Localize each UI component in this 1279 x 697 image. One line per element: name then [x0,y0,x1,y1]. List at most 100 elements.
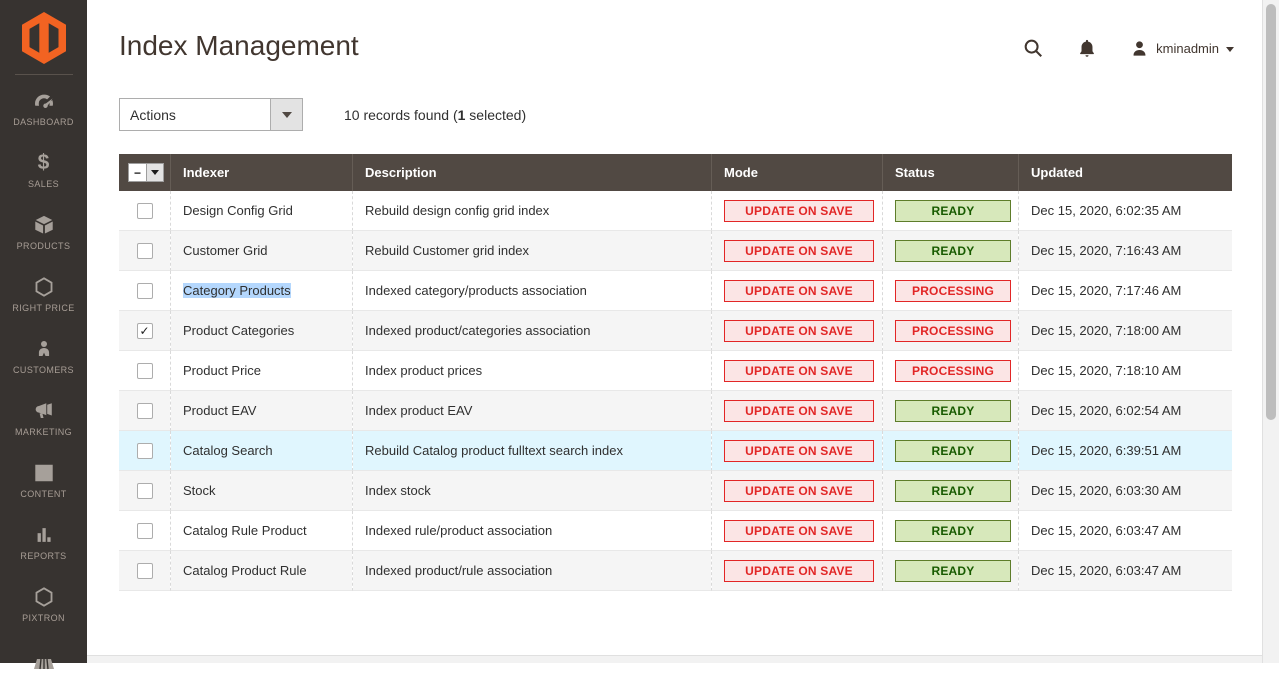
cell-checkbox [119,551,170,591]
cell-indexer: Product Categories [170,311,352,351]
marketing-icon [33,400,55,422]
cell-description: Indexed product/categories association [352,311,711,351]
column-header-mode[interactable]: Mode [711,154,882,191]
mode-badge: UPDATE ON SAVE [724,559,874,582]
row-checkbox[interactable] [136,242,153,259]
table-row[interactable]: Stock Index stock UPDATE ON SAVE READY Dec 1… [119,471,1232,511]
indexer-name: Catalog Rule Product [183,523,307,538]
cell-mode: UPDATE ON SAVE [711,271,882,311]
sidebar-item-reports[interactable]: REPORTS [0,511,87,573]
mode-badge: UPDATE ON SAVE [724,199,874,222]
cell-status: PROCESSING [882,271,1018,311]
cell-indexer: Stock [170,471,352,511]
cell-indexer: Customer Grid [170,231,352,271]
sidebar-item-products[interactable]: PRODUCTS [0,201,87,263]
indexer-name: Catalog Product Rule [183,563,307,578]
cell-updated: Dec 15, 2020, 7:16:43 AM [1018,231,1232,271]
sidebar-item-customers[interactable]: CUSTOMERS [0,325,87,387]
sidebar-item-label: SALES [27,178,60,189]
select-all-checkbox[interactable]: − [129,164,146,181]
table-row[interactable]: Product EAV Index product EAV UPDATE ON SA… [119,391,1232,431]
indexer-name: Customer Grid [183,243,268,258]
table-row[interactable]: Catalog Rule Product Indexed rule/product… [119,511,1232,551]
cell-status: READY [882,231,1018,271]
mode-badge: UPDATE ON SAVE [724,359,874,382]
sidebar-item-pixtron[interactable]: PIXTRON [0,573,87,635]
table-row[interactable]: Customer Grid Rebuild Customer grid index… [119,231,1232,271]
admin-user-menu[interactable]: kminadmin [1130,39,1234,58]
table-row[interactable]: ✓ Product Categories Indexed product/categ… [119,311,1232,351]
cell-mode: UPDATE ON SAVE [711,431,882,471]
notifications-bell-icon[interactable] [1078,38,1096,59]
cell-indexer: Category Products [170,271,352,311]
cell-mode: UPDATE ON SAVE [711,551,882,591]
search-icon[interactable] [1022,37,1044,59]
table-row[interactable]: Design Config Grid Rebuild design config … [119,191,1232,231]
row-checkbox[interactable] [136,402,153,419]
select-all-control[interactable]: − [128,163,164,182]
row-checkbox[interactable] [136,482,153,499]
mode-badge: UPDATE ON SAVE [724,239,874,262]
horizontal-scrollbar-track [87,655,1262,663]
vertical-scrollbar-thumb[interactable] [1266,4,1276,420]
reports-icon [33,524,55,546]
sidebar-item-dashboard[interactable]: DASHBOARD [0,77,87,139]
cell-mode: UPDATE ON SAVE [711,231,882,271]
cell-mode: UPDATE ON SAVE [711,311,882,351]
mode-badge: UPDATE ON SAVE [724,399,874,422]
actions-dropdown[interactable]: Actions [119,98,303,131]
status-badge: READY [895,479,1011,502]
sidebar-item-marketing[interactable]: MARKETING [0,387,87,449]
row-checkbox[interactable] [136,202,153,219]
select-all-dropdown[interactable] [146,164,163,181]
row-checkbox[interactable] [136,522,153,539]
indexer-name: Stock [183,483,216,498]
table-row[interactable]: Category Products Indexed category/produc… [119,271,1232,311]
dashboard-icon [33,90,55,112]
cell-status: READY [882,431,1018,471]
pixtron-icon [33,586,55,608]
cell-updated: Dec 15, 2020, 7:18:00 AM [1018,311,1232,351]
sidebar-item-label: PIXTRON [22,612,65,623]
cell-mode: UPDATE ON SAVE [711,191,882,231]
indexer-name: Design Config Grid [183,203,293,218]
column-header-indexer[interactable]: Indexer [170,154,352,191]
column-header-updated[interactable]: Updated [1018,154,1232,191]
row-checkbox[interactable] [136,562,153,579]
mode-badge: UPDATE ON SAVE [724,439,874,462]
cell-indexer: Product EAV [170,391,352,431]
magento-logo[interactable] [0,0,87,64]
column-header-description[interactable]: Description [352,154,711,191]
column-header-status[interactable]: Status [882,154,1018,191]
indexer-name: Catalog Search [183,443,273,458]
sidebar-item-content[interactable]: CONTENT [0,449,87,511]
cell-checkbox: ✓ [119,311,170,351]
cell-description: Indexed product/rule association [352,551,711,591]
table-row[interactable]: Catalog Search Rebuild Catalog product fu… [119,431,1232,471]
cell-status: PROCESSING [882,311,1018,351]
cell-checkbox [119,191,170,231]
actions-dropdown-caret-button[interactable] [270,99,302,130]
cell-description: Rebuild Catalog product fulltext search … [352,431,711,471]
cell-updated: Dec 15, 2020, 6:02:54 AM [1018,391,1232,431]
mode-badge: UPDATE ON SAVE [724,319,874,342]
cell-checkbox [119,431,170,471]
table-row[interactable]: Catalog Product Rule Indexed product/rule… [119,551,1232,591]
index-grid: − Indexer Description Mode Status Update… [119,154,1262,591]
row-checkbox[interactable] [136,362,153,379]
cell-checkbox [119,511,170,551]
page-title: Index Management [119,30,359,61]
row-checkbox[interactable] [136,442,153,459]
sidebar-item-sales[interactable]: $ SALES [0,139,87,201]
row-checkbox[interactable] [136,282,153,299]
sidebar-item-right-price[interactable]: RIGHT PRICE [0,263,87,325]
table-row[interactable]: Product Price Index product prices UPDATE … [119,351,1232,391]
row-checkbox[interactable]: ✓ [136,322,153,339]
cell-indexer: Catalog Search [170,431,352,471]
chevron-down-icon [281,111,292,118]
status-badge: READY [895,559,1011,582]
actions-dropdown-label: Actions [130,106,176,123]
sidebar-item-stores[interactable] [0,635,87,697]
sidebar-item-label: CONTENT [20,488,67,499]
cell-description: Rebuild design config grid index [352,191,711,231]
